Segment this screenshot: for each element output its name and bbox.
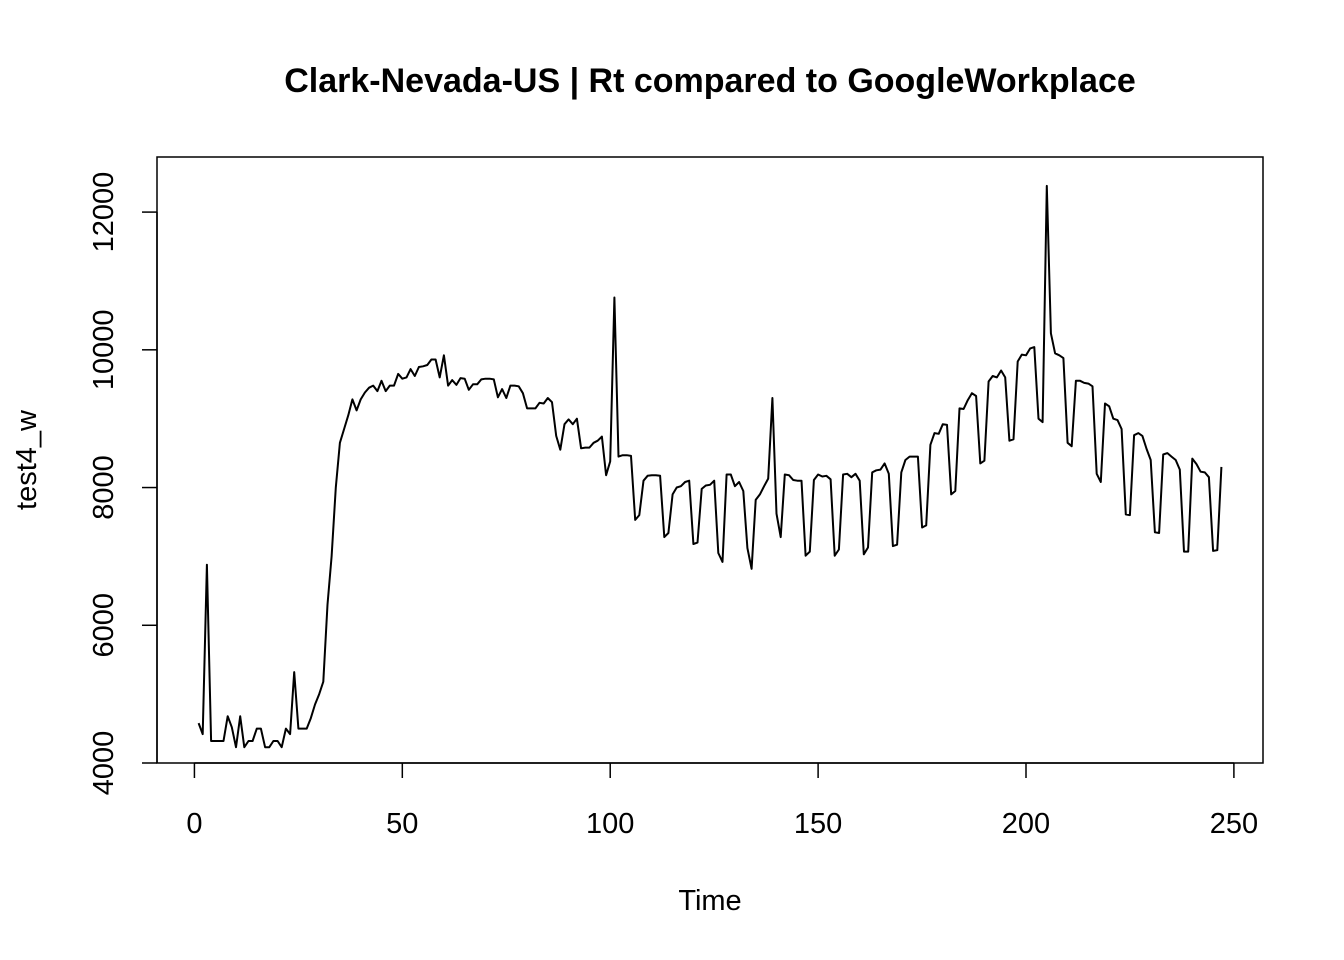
x-tick-label: 50 [386, 808, 418, 840]
y-tick-label: 6000 [88, 593, 120, 658]
x-tick-label: 0 [186, 808, 202, 840]
x-tick-label: 100 [586, 808, 634, 840]
series-line [197, 184, 1223, 749]
x-tick-label: 250 [1210, 808, 1258, 840]
y-axis-label: test4_w [11, 409, 43, 510]
y-tick-label: 8000 [88, 455, 120, 520]
y-axis: 4000 6000 8000 10000 12000 [88, 172, 158, 796]
x-axis-label: Time [678, 885, 741, 917]
x-tick-label: 150 [794, 808, 842, 840]
chart-title: Clark-Nevada-US | Rt compared to GoogleW… [284, 62, 1136, 100]
y-tick-label: 4000 [88, 731, 120, 796]
y-tick-label: 12000 [88, 172, 120, 253]
x-axis: 0 50 100 150 200 250 [186, 762, 1258, 840]
y-tick-label: 10000 [88, 309, 120, 390]
series-group [197, 184, 1223, 749]
x-tick-label: 200 [1002, 808, 1050, 840]
